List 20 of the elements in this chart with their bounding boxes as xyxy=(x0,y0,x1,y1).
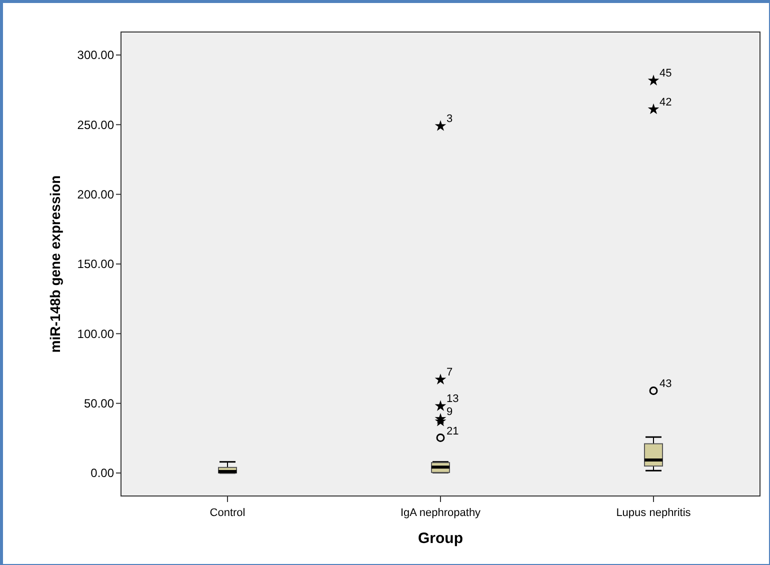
y-tick-label: 200.00 xyxy=(77,188,114,202)
annotation: 9 xyxy=(446,406,453,418)
y-tick-label: 300.00 xyxy=(77,48,114,62)
annotation: 21 xyxy=(446,425,459,438)
annotation: 42 xyxy=(660,96,672,108)
annotation: 45 xyxy=(660,68,672,80)
annotation: 7 xyxy=(446,366,453,379)
y-tick-label: 100.00 xyxy=(77,326,114,341)
x-tick-label: IgA nephropathy xyxy=(400,507,482,519)
y-tick-label: 250.00 xyxy=(77,118,114,132)
x-axis-title: Group xyxy=(418,530,463,547)
y-tick-label: 50.00 xyxy=(84,396,114,411)
annotation: 43 xyxy=(660,378,672,390)
annotation: 13 xyxy=(446,393,459,406)
y-tick-label: 150.00 xyxy=(77,257,114,272)
annotation: 3 xyxy=(446,113,453,126)
y-axis-title: miR-148b gene expression xyxy=(47,175,63,353)
x-tick-label: Control xyxy=(210,507,246,519)
y-tick-label: 0.00 xyxy=(90,466,114,480)
x-tick-label: Lupus nephritis xyxy=(616,507,692,519)
